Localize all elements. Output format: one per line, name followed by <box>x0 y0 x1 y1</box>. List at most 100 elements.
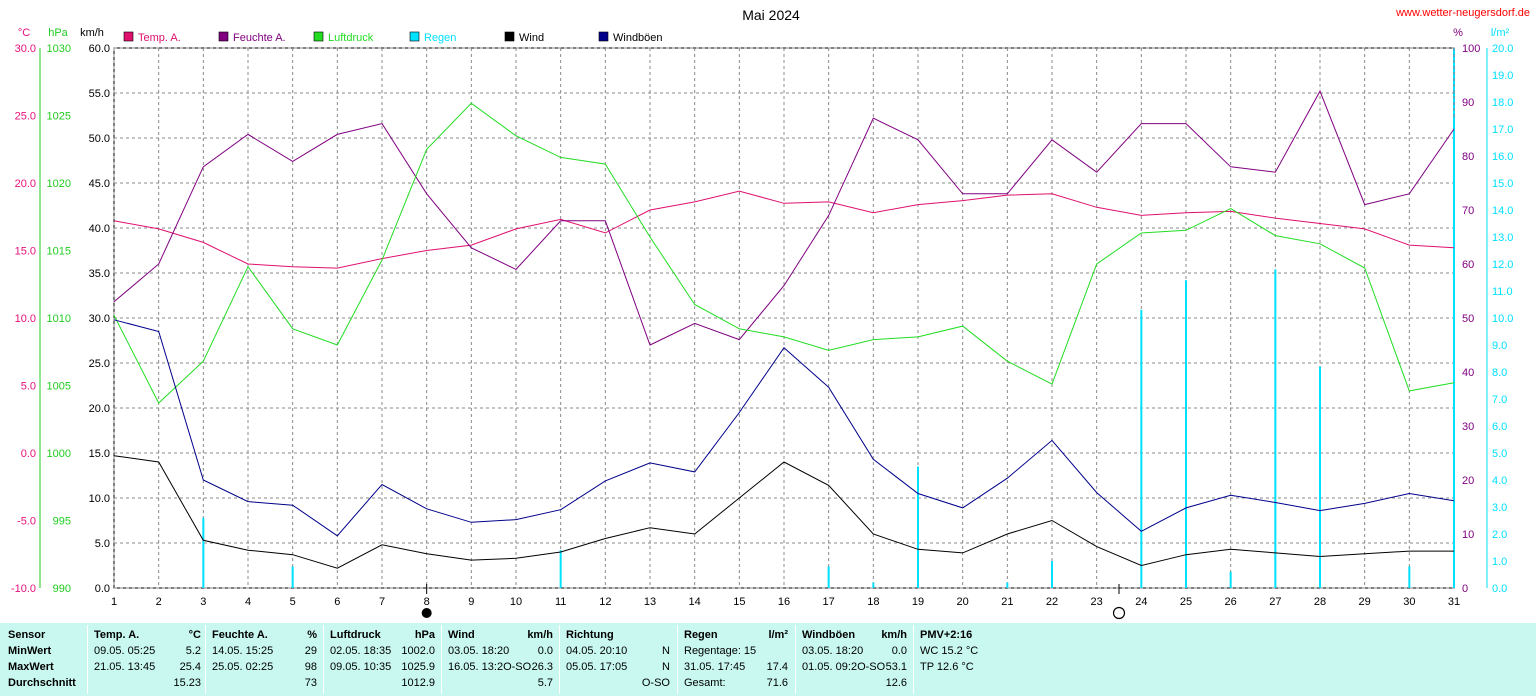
humidity-tick-label: 80 <box>1462 151 1474 163</box>
hum-min-time: 15:25 <box>245 645 274 657</box>
legend-label: Luftdruck <box>328 32 374 44</box>
gust-title: Windböen <box>802 629 856 641</box>
pressure-tick-label: 1010 <box>47 313 71 325</box>
press-title: Luftdruck <box>330 629 381 641</box>
moon-markers <box>421 584 1126 620</box>
x-tick-label: 31 <box>1448 596 1460 608</box>
stats-pressure: Luftdruck hPa 02.05. 18:35 1002.0 09.05. 1… <box>330 629 435 693</box>
rain-unit-label: l/m² <box>1491 27 1510 39</box>
hum-title: Feuchte A. <box>212 629 268 641</box>
series-lines <box>113 90 1455 569</box>
press-avg: 1012.9 <box>401 677 435 689</box>
x-tick-label: 18 <box>867 596 879 608</box>
x-tick-label: 10 <box>510 596 522 608</box>
wind-tick-label: 30.0 <box>89 313 110 325</box>
legend: Temp. A. Feuchte A. Luftdruck Regen Wind Wind… <box>123 31 663 44</box>
hum-min-val: 29 <box>304 645 317 657</box>
x-tick-label: 13 <box>644 596 656 608</box>
x-tick-label: 1 <box>111 596 117 608</box>
temp-tick-label: 30.0 <box>15 43 36 55</box>
temp-tick-label: 15.0 <box>15 246 36 258</box>
x-tick-label: 9 <box>468 596 474 608</box>
hum-max-val: 98 <box>304 661 317 673</box>
rain-max-time: 17:45 <box>717 661 746 673</box>
temp-min-time: 05:25 <box>127 645 156 657</box>
rain-tick-label: 6.0 <box>1492 421 1507 433</box>
humidity-unit-label: % <box>1453 27 1463 39</box>
rain-bars <box>202 118 1455 588</box>
wind-tick-label: 20.0 <box>89 403 110 415</box>
x-tick-label: 30 <box>1403 596 1415 608</box>
press-min-time: 18:35 <box>363 645 392 657</box>
pressure-tick-label: 995 <box>53 516 71 528</box>
gust-max-date: 01.05. <box>802 661 833 673</box>
avg-label: Durchschnitt <box>8 677 76 689</box>
temp-min-val: 5.2 <box>185 645 201 657</box>
humidity-tick-label: 30 <box>1462 421 1474 433</box>
x-tick-label: 28 <box>1314 596 1326 608</box>
temp-unit-label: °C <box>18 27 30 39</box>
wind-tick-label: 60.0 <box>89 43 110 55</box>
rain-tick-label: 14.0 <box>1492 205 1513 217</box>
press-max-val: 1025.9 <box>401 661 435 673</box>
wind-min-time: 18:20 <box>481 645 510 657</box>
rain-tick-label: 0.0 <box>1492 583 1507 595</box>
series-line-luftdruck <box>113 102 1455 404</box>
wind-tick-label: 45.0 <box>89 178 110 190</box>
series-line-wind <box>113 455 1454 569</box>
temp-max-val: 25.4 <box>179 661 201 673</box>
rain-tick-label: 16.0 <box>1492 151 1513 163</box>
wind-tick-label: 25.0 <box>89 358 110 370</box>
rain-tick-label: 2.0 <box>1492 529 1507 541</box>
temp-min-date: 09.05. <box>94 645 125 657</box>
rain-total-label: Gesamt: <box>684 677 726 689</box>
x-tick-label: 16 <box>778 596 790 608</box>
weather-chart: 30.025.020.015.010.05.00.0-5.0-10.010301… <box>11 7 1530 620</box>
x-tick-label: 6 <box>334 596 340 608</box>
x-tick-label: 8 <box>424 596 430 608</box>
rain-max-val: 17.4 <box>766 661 788 673</box>
x-tick-label: 3 <box>200 596 206 608</box>
temp-max-time: 13:45 <box>127 661 156 673</box>
hum-min-date: 14.05. <box>212 645 243 657</box>
x-tick-label: 24 <box>1135 596 1147 608</box>
x-tick-label: 29 <box>1359 596 1371 608</box>
pressure-tick-label: 1020 <box>47 178 71 190</box>
rain-total-val: 71.6 <box>766 677 788 689</box>
dir-min-date: 04.05. <box>566 645 597 657</box>
gust-max-time: 09:2O-SO <box>835 661 886 673</box>
rain-tick-label: 17.0 <box>1492 124 1513 136</box>
wind-avg: 5.7 <box>537 677 553 689</box>
press-max-date: 09.05. <box>330 661 361 673</box>
legend-swatch <box>598 31 609 42</box>
hum-max-time: 02:25 <box>245 661 274 673</box>
humidity-tick-label: 90 <box>1462 97 1474 109</box>
rain-tick-label: 18.0 <box>1492 97 1513 109</box>
dir-min-time: 20:10 <box>599 645 628 657</box>
temp-unit: °C <box>188 629 201 641</box>
full-moon-icon <box>1112 606 1126 620</box>
stats-gust: Windböen km/h 03.05. 18:20 0.0 01.05. 09:2… <box>802 629 907 693</box>
wind-unit: km/h <box>527 629 553 641</box>
pressure-tick-label: 1015 <box>47 246 71 258</box>
min-label: MinWert <box>8 645 52 657</box>
series-line-windb-en <box>113 319 1455 537</box>
wind-tick-label: 55.0 <box>89 88 110 100</box>
site-link[interactable]: www.wetter-neugersdorf.de <box>1395 7 1530 19</box>
rain-tick-label: 4.0 <box>1492 475 1507 487</box>
wind-max-date: 16.05. <box>448 661 479 673</box>
x-tick-label: 17 <box>823 596 835 608</box>
legend-swatch <box>313 31 324 42</box>
hum-unit: % <box>307 629 317 641</box>
stats-rain: Regen l/m² Regentage: 15 31.05. 17:45 17.4… <box>684 629 788 693</box>
dir-max-date: 05.05. <box>566 661 597 673</box>
pressure-tick-label: 1005 <box>47 381 71 393</box>
x-tick-label: 11 <box>555 596 566 608</box>
gust-unit: km/h <box>881 629 907 641</box>
pmv-title: PMV+2:16 <box>920 629 973 641</box>
humidity-tick-label: 40 <box>1462 367 1474 379</box>
pressure-tick-label: 990 <box>53 583 71 595</box>
temp-avg: 15.23 <box>173 677 201 689</box>
wind-max-time: 13:2O-SO <box>481 661 532 673</box>
legend-swatch <box>504 31 515 42</box>
